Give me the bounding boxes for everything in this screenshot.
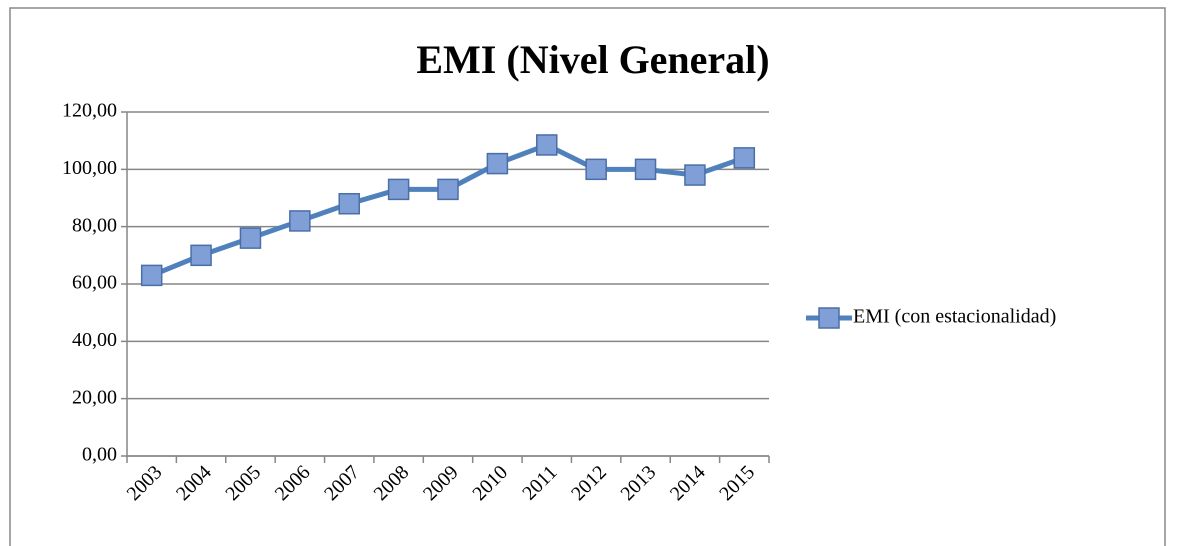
chart-title: EMI (Nivel General) xyxy=(416,37,769,82)
y-tick-label: 100,00 xyxy=(62,157,117,179)
y-tick-label: 20,00 xyxy=(72,386,117,408)
marker xyxy=(536,134,558,156)
y-tick-label: 0,00 xyxy=(82,444,117,466)
marker xyxy=(585,158,607,181)
y-tick-label: 40,00 xyxy=(72,329,117,351)
y-tick-label: 80,00 xyxy=(72,214,117,236)
y-tick-label: 60,00 xyxy=(72,272,117,294)
legend-marker xyxy=(818,307,840,329)
marker xyxy=(190,244,212,267)
legend-label: EMI (con estacionalidad) xyxy=(853,306,1056,328)
marker xyxy=(634,158,657,181)
marker xyxy=(239,227,262,249)
y-tick-label: 120,00 xyxy=(62,100,117,122)
marker xyxy=(140,264,163,287)
marker xyxy=(684,164,706,186)
marker xyxy=(486,152,509,175)
marker xyxy=(387,178,410,201)
marker xyxy=(437,178,459,201)
chart-frame xyxy=(9,7,1166,546)
marker xyxy=(733,147,756,169)
marker xyxy=(338,192,360,215)
marker xyxy=(289,210,311,232)
